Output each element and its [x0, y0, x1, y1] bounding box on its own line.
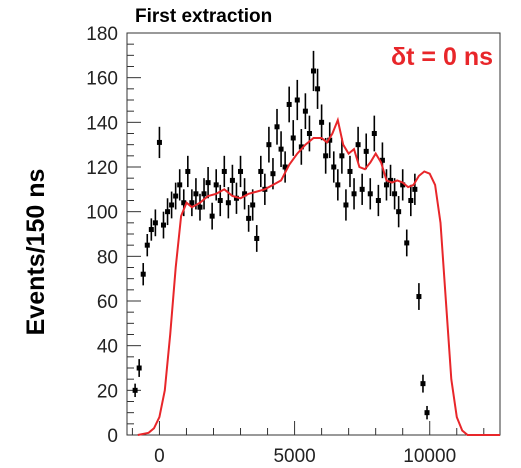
y-tick-label: 180: [86, 24, 118, 45]
data-point: [315, 86, 321, 92]
data-point: [306, 131, 312, 136]
data-point: [181, 200, 187, 206]
data-point: [355, 142, 361, 148]
data-point: [311, 68, 316, 74]
data-point: [140, 271, 146, 277]
data-point: [238, 168, 244, 174]
data-point: [416, 294, 422, 300]
x-tick-label: 5000: [273, 446, 315, 467]
data-point: [302, 108, 308, 114]
data-point: [400, 182, 406, 188]
data-point: [136, 365, 142, 371]
data-point: [185, 168, 191, 174]
data-point: [323, 153, 329, 159]
data-point: [169, 202, 175, 208]
y-tick-label: 0: [107, 426, 118, 447]
data-point: [379, 157, 385, 163]
data-point: [375, 198, 381, 203]
data-point: [148, 227, 154, 233]
data-point: [233, 195, 239, 201]
data-point: [282, 164, 288, 170]
data-point: [165, 209, 171, 215]
data-point: [270, 171, 276, 177]
data-point: [424, 410, 430, 416]
data-point: [213, 182, 219, 188]
data-point: [383, 182, 389, 188]
data-point: [327, 137, 333, 143]
data-point: [144, 242, 150, 248]
data-point: [351, 191, 357, 197]
data-point: [177, 182, 183, 188]
data-point: [339, 153, 345, 159]
data-point: [319, 119, 325, 125]
data-point: [363, 148, 369, 154]
y-tick-label: 160: [86, 69, 118, 90]
data-point: [258, 168, 264, 174]
data-point: [242, 191, 248, 197]
y-tick-label: 140: [86, 113, 118, 134]
model-curve: [137, 116, 500, 436]
data-point: [396, 209, 402, 215]
data-point: [250, 202, 256, 208]
y-tick-label: 40: [97, 337, 118, 358]
data-point: [156, 139, 162, 145]
axis-ticks: [127, 32, 485, 436]
data-point: [335, 182, 341, 188]
data-point: [160, 222, 166, 228]
data-point: [331, 164, 337, 170]
plot-frame: [126, 32, 501, 436]
data-point: [412, 186, 418, 192]
data-point: [359, 186, 365, 192]
data-point: [404, 240, 410, 246]
y-tick-label: 80: [97, 247, 118, 268]
data-point: [152, 220, 158, 226]
data-point: [343, 202, 349, 208]
data-point: [290, 135, 296, 141]
data-point: [392, 191, 398, 197]
chart-title: First extraction: [135, 6, 272, 27]
data-point: [367, 191, 373, 197]
data-point: [132, 387, 138, 393]
delta-t-annotation: δt = 0 ns: [391, 43, 493, 71]
data-point: [221, 168, 227, 174]
y-tick-label: 100: [86, 203, 118, 224]
data-point: [225, 200, 231, 206]
y-tick-label: 120: [86, 158, 118, 179]
data-point: [278, 146, 284, 152]
x-tick-label: 10000: [403, 446, 456, 467]
data-point: [266, 142, 272, 148]
data-point: [298, 144, 304, 150]
data-point: [209, 213, 215, 219]
data-point: [371, 131, 377, 136]
data-point: [294, 97, 300, 103]
data-point: [229, 177, 235, 183]
data-points: [132, 50, 430, 420]
tick-labels: 0 20 40 60 80 100 120 140 160 180 0 5000 10000: [86, 24, 456, 467]
x-tick-label: 0: [154, 446, 165, 467]
data-point: [388, 177, 394, 183]
data-point: [274, 124, 280, 130]
data-point: [201, 191, 207, 197]
data-point: [193, 191, 199, 197]
data-point: [197, 204, 203, 210]
data-point: [173, 193, 179, 199]
y-tick-label: 60: [97, 292, 118, 313]
data-point: [408, 198, 414, 203]
plot-border: [126, 32, 501, 436]
y-axis-label: Events/150 ns: [22, 169, 50, 336]
data-point: [347, 168, 353, 174]
data-point: [246, 215, 252, 221]
data-point: [205, 180, 211, 186]
data-point: [254, 235, 260, 241]
data-point: [189, 200, 195, 206]
data-point: [286, 101, 292, 107]
y-tick-label: 20: [97, 381, 118, 402]
data-point: [217, 198, 223, 203]
data-point: [420, 381, 426, 387]
